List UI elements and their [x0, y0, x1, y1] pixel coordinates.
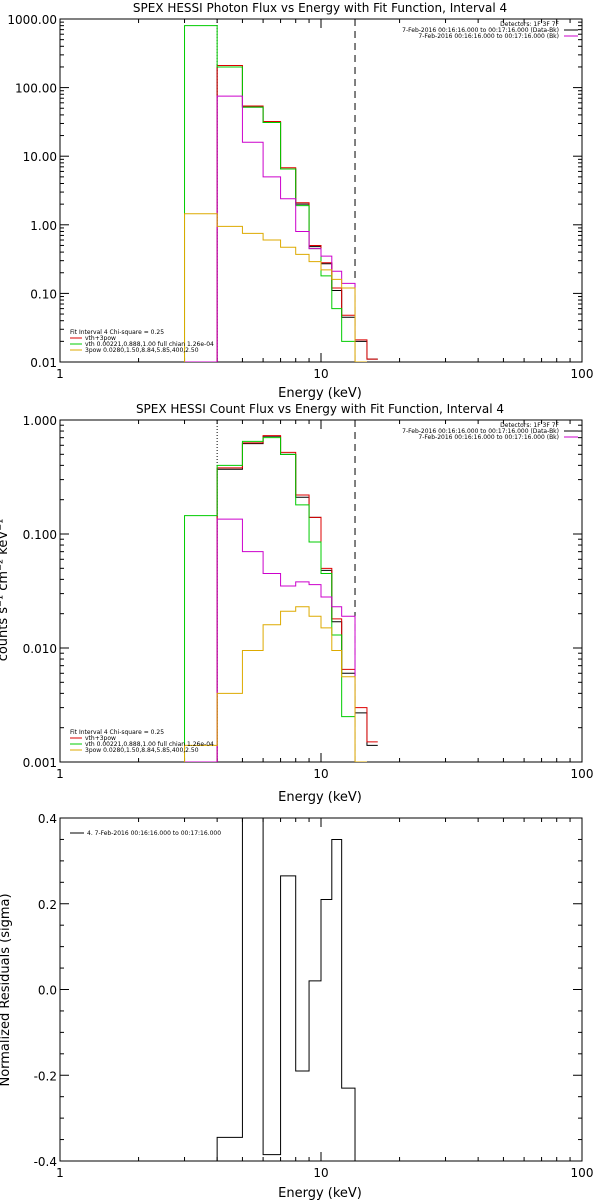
- count-flux-plot-area: 1 10 100 0.001 0.010 0.100 1.000 Detectors: 1F …: [23, 414, 594, 781]
- plot-frame: [59, 18, 583, 363]
- count-flux-panel: SPEX HESSI Count Flux vs Energy with Fit…: [0, 402, 593, 805]
- x-tick-label: 100: [571, 367, 594, 381]
- legend-bottom-entry: vth 0.00221,0.888,1.00 full chian 1.26e-…: [85, 341, 214, 348]
- x-tick-label: 1: [56, 767, 64, 781]
- residuals-xlabel: Energy (keV): [278, 1186, 362, 1200]
- histogram-series-0: [216, 435, 378, 762]
- x-tick-label: 100: [571, 1166, 594, 1180]
- y-tick-label: 0.100: [23, 528, 57, 542]
- x-tick-label: 10: [313, 767, 328, 781]
- y-tick-label: 1000.00: [7, 13, 57, 27]
- plot-series-group: [216, 818, 356, 1161]
- y-tick-label: 0.10: [30, 287, 57, 301]
- residuals-panel: 1 10 100 -0.4 -0.2 0.0 0.2 0.4 4. 7-Feb-2016 00:…: [0, 812, 593, 1200]
- legend-bottom-entry: Fit Interval 4 Chi-square = 0.25: [70, 329, 164, 336]
- y-tick-label: 0.2: [38, 898, 57, 912]
- legend-top-entry: 7-Feb-2016 00:16:16.000 to 00:17:16.000 …: [402, 428, 559, 435]
- y-tick-label: 1.00: [30, 219, 57, 233]
- legend-top-entry: 7-Feb-2016 00:16:16.000 to 00:17:16.000 …: [418, 33, 559, 40]
- legend-bottom-entry: vth+3pow: [85, 335, 116, 342]
- count-flux-ylabel: counts s⁻¹ cm⁻² keV⁻¹: [0, 519, 11, 662]
- legend-top-entry: 7-Feb-2016 00:16:16.000 to 00:17:16.000 …: [418, 434, 559, 441]
- legend-bottom-entry: 3pow 0.0280,1.50,8.84,5.85,400,2.50: [85, 347, 199, 354]
- residuals-plot-area: 1 10 100 -0.4 -0.2 0.0 0.2 0.4 4. 7-Feb-2016 00:…: [34, 812, 594, 1180]
- histogram-series-2: [184, 437, 367, 762]
- legend-residual-entry: 4. 7-Feb-2016 00:16:16.000 to 00:17:16.0…: [87, 830, 221, 837]
- y-tick-label: 10.00: [23, 150, 57, 164]
- plot-series-group: [184, 19, 378, 362]
- histogram-series-0: [216, 66, 378, 362]
- histogram-series-3: [184, 95, 367, 362]
- legend-bottom-entry: vth+3pow: [85, 735, 116, 742]
- x-tick-label: 1: [56, 1166, 64, 1180]
- plot-frame: [59, 817, 583, 1162]
- x-tick-label: 10: [313, 367, 328, 381]
- plot-series-group: [184, 420, 378, 762]
- histogram-series-1: [216, 435, 378, 762]
- y-tick-label: 100.00: [15, 82, 57, 96]
- y-tick-label: 0.010: [23, 642, 57, 656]
- y-tick-label: 0.001: [23, 756, 57, 770]
- residuals-ylabel: Normalized Residuals (sigma): [0, 893, 13, 1086]
- x-tick-label: 100: [571, 767, 594, 781]
- x-tick-label: 10: [313, 1166, 328, 1180]
- photon-flux-panel: SPEX HESSI Photon Flux vs Energy with Fi…: [7, 1, 593, 401]
- y-tick-label: 0.4: [38, 812, 57, 826]
- y-tick-label: 0.01: [30, 356, 57, 370]
- legend-bottom-entry: 3pow 0.0280,1.50,8.84,5.85,400,2.50: [85, 747, 199, 754]
- histogram-series-2: [184, 25, 367, 362]
- histogram-series-3: [184, 518, 367, 762]
- histogram-series-4: [184, 213, 367, 362]
- y-tick-label: -0.2: [34, 1069, 57, 1083]
- histogram-series-4: [184, 606, 367, 762]
- y-tick-label: 1.000: [23, 414, 57, 428]
- legend-top-entry: Detectors: 1F 3F 7F: [500, 21, 559, 28]
- legend-bottom-entry: Fit Interval 4 Chi-square = 0.25: [70, 729, 164, 736]
- photon-flux-title: SPEX HESSI Photon Flux vs Energy with Fi…: [133, 1, 507, 15]
- legend-top-entry: 7-Feb-2016 00:16:16.000 to 00:17:16.000 …: [402, 27, 559, 34]
- y-tick-label: -0.4: [34, 1155, 57, 1169]
- photon-flux-xlabel: Energy (keV): [278, 386, 362, 401]
- x-tick-label: 1: [56, 367, 64, 381]
- legend-bottom-entry: vth 0.00221,0.888,1.00 full chian 1.26e-…: [85, 741, 214, 748]
- photon-flux-plot-area: 1 10 100 0.01 0.10 1.00 10.00 100.00 1000.00 Dete…: [7, 13, 593, 381]
- count-flux-xlabel: Energy (keV): [278, 790, 362, 805]
- legend-top-entry: Detectors: 1F 3F 7F: [500, 422, 559, 429]
- residual-steps: [216, 818, 356, 1161]
- y-tick-label: 0.0: [38, 984, 57, 998]
- count-flux-title: SPEX HESSI Count Flux vs Energy with Fit…: [136, 402, 504, 416]
